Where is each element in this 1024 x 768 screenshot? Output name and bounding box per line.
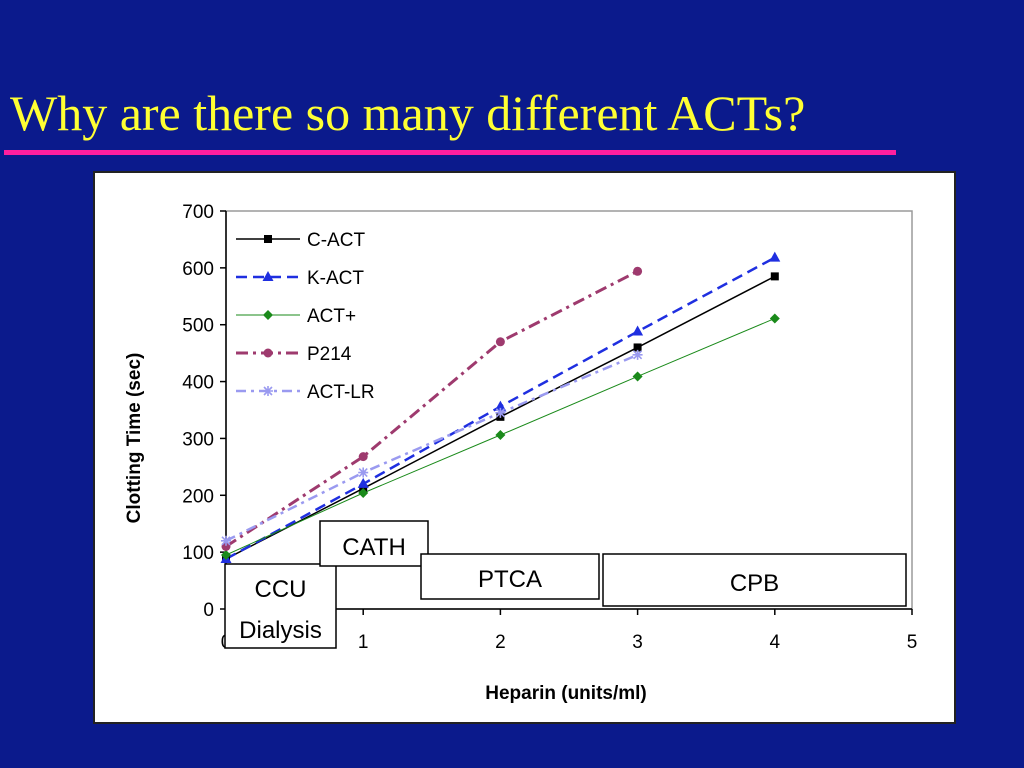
data-point-act [495, 430, 506, 441]
data-point-k-act [632, 325, 644, 336]
y-tick-label: 500 [182, 316, 214, 337]
y-tick-label: 100 [182, 543, 214, 564]
x-axis-title: Heparin (units/ml) [485, 683, 647, 704]
data-point-c-act [770, 272, 779, 281]
region-label-ccu: Dialysis [239, 617, 322, 644]
legend-marker-act-lr [263, 386, 273, 396]
y-tick-label: 600 [182, 259, 214, 280]
y-tick-label: 700 [182, 202, 214, 223]
series-line-act-lr [225, 353, 639, 542]
series-line-p214 [225, 269, 639, 548]
legend-label-c-act: C-ACT [307, 230, 365, 251]
data-point-act [221, 549, 231, 560]
legend-label-p214: P214 [307, 344, 352, 365]
region-label-ptca: PTCA [478, 566, 542, 593]
legend-marker-p214 [263, 348, 273, 358]
data-point-act-lr [632, 349, 643, 360]
data-point-act [632, 371, 643, 382]
y-tick-label: 0 [203, 600, 214, 621]
y-tick-label: 200 [182, 486, 214, 507]
legend-marker-c-act [264, 235, 272, 243]
legend-label-act: ACT+ [307, 306, 356, 327]
data-point-act-lr [358, 467, 369, 478]
data-point-act-lr [495, 407, 506, 418]
x-tick-label: 2 [495, 632, 506, 653]
data-point-p214 [358, 452, 368, 462]
chart-panel: 0100200300400500600700012345 C-ACTK-ACTA… [93, 171, 956, 724]
x-tick-label: 3 [632, 632, 643, 653]
y-tick-label: 300 [182, 429, 214, 450]
region-label-cath: CATH [342, 534, 406, 561]
region-label-cpb: CPB [730, 570, 779, 597]
legend-label-act-lr: ACT-LR [307, 382, 375, 403]
slide-title: Why are there so many different ACTs? [10, 85, 806, 141]
data-point-p214 [495, 337, 505, 347]
data-point-act [358, 488, 369, 499]
data-point-c-act [633, 343, 642, 352]
region-label-ccu: CCU [255, 576, 307, 603]
data-point-act-lr [221, 535, 231, 546]
x-tick-label: 5 [907, 632, 918, 653]
legend-label-k-act: K-ACT [307, 268, 364, 289]
data-point-p214 [221, 541, 231, 551]
legend-marker-k-act [262, 271, 274, 281]
region-box-cpb [602, 553, 907, 607]
region-box-cath [319, 520, 429, 567]
data-point-act [769, 313, 780, 324]
data-point-k-act [357, 477, 369, 488]
x-tick-label: 1 [358, 632, 369, 653]
y-axis-title: Clotting Time (sec) [124, 353, 145, 524]
data-point-k-act [494, 400, 506, 411]
region-box-ccu [224, 563, 337, 649]
region-box-ptca [420, 553, 600, 600]
data-point-p214 [633, 266, 643, 276]
y-tick-label: 400 [182, 373, 214, 394]
title-underline [4, 150, 896, 155]
data-point-k-act [769, 251, 781, 262]
legend-marker-act [263, 310, 273, 320]
act-clotting-chart: 0100200300400500600700012345 C-ACTK-ACTA… [124, 202, 918, 704]
x-tick-label: 4 [770, 632, 781, 653]
